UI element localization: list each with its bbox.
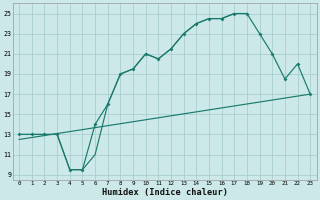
X-axis label: Humidex (Indice chaleur): Humidex (Indice chaleur): [102, 188, 228, 197]
